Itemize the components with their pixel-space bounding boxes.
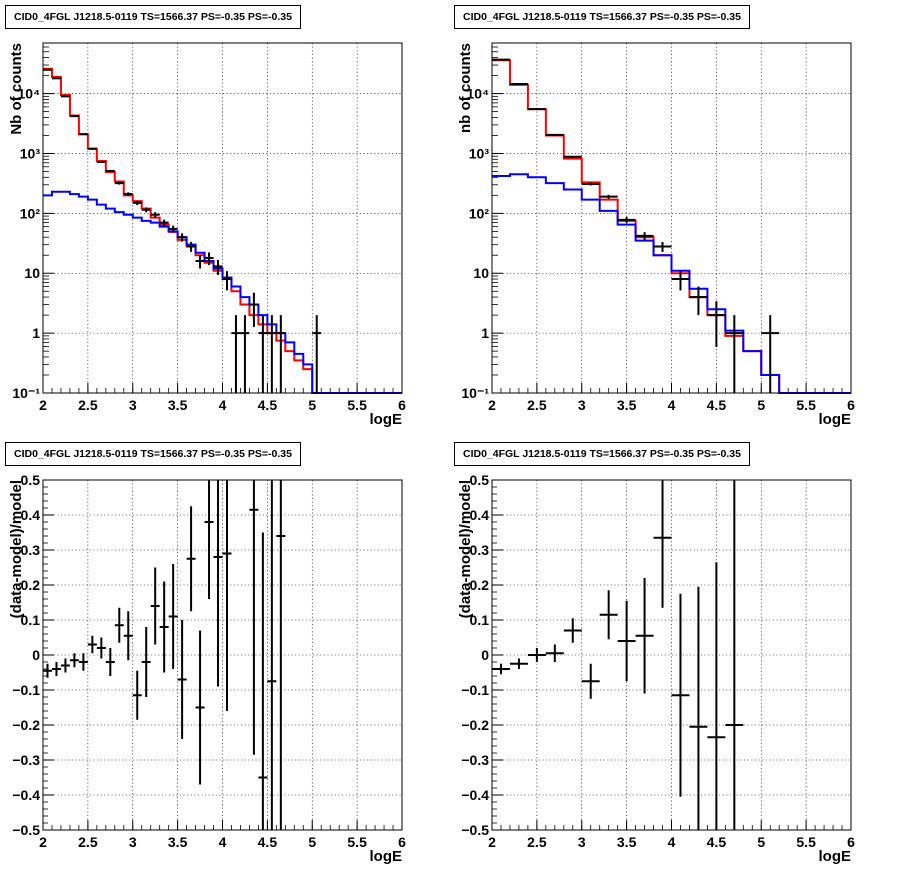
plot-title: CID0_4FGL J1218.5-0119 TS=1566.37 PS=-0.… — [454, 5, 750, 29]
top-right-pad: 2 2.5 3 3.5 4 4.5 5 5.5 6 10⁻¹ 1 10 10² 10³ 10⁴ logE nb … — [449, 0, 898, 437]
y-tick-label: −0.2 — [12, 717, 40, 733]
x-axis-title: logE — [819, 848, 852, 865]
y-tick-label: 0.5 — [21, 472, 41, 488]
x-tick-label: 2.5 — [78, 397, 98, 413]
x-tick-label: 4.5 — [258, 834, 278, 850]
y-tick-label: 10⁻¹ — [461, 385, 489, 401]
plot-frame — [42, 479, 403, 831]
y-tick-label: −0.3 — [12, 752, 40, 768]
x-tick-label: 4.5 — [707, 834, 727, 850]
x-axis-title: logE — [819, 411, 852, 428]
plot-frame — [491, 42, 852, 394]
residual-plot-left: 2 2.5 3 3.5 4 4.5 5 5.5 6 −0.5 −0.4 −0.3 −0.2 −0.1 0 0.… — [8, 472, 406, 865]
x-tick-label: 6 — [847, 397, 855, 413]
x-tick-label: 2 — [488, 397, 496, 413]
y-tick-label: −0.1 — [12, 682, 40, 698]
y-tick-label: 10 — [24, 265, 40, 281]
y-tick-label: 1 — [481, 325, 489, 341]
x-tick-label: 3.5 — [617, 834, 637, 850]
y-axis-title: Nb of counts — [8, 43, 25, 135]
x-axis-title: logE — [370, 411, 403, 428]
model-source-curve — [492, 173, 851, 394]
x-tick-label: 2.5 — [78, 834, 98, 850]
x-tick-label: 4.5 — [258, 397, 278, 413]
x-tick-label: 3 — [578, 397, 586, 413]
x-tick-label: 6 — [847, 834, 855, 850]
model-source-curve — [43, 190, 402, 394]
x-tick-label: 2 — [39, 397, 47, 413]
plot-frame — [42, 42, 403, 394]
y-tick-label: 0.1 — [21, 612, 41, 628]
x-tick-label: 3.5 — [168, 397, 188, 413]
y-tick-label: 10³ — [469, 145, 490, 161]
y-tick-label: 0 — [481, 647, 489, 663]
y-tick-label: 10 — [473, 265, 489, 281]
x-tick-label: 4 — [668, 834, 676, 850]
x-tick-label: 3.5 — [617, 397, 637, 413]
y-axis-title: (data-model)/model — [8, 480, 25, 618]
bottom-left-pad: 2 2.5 3 3.5 4 4.5 5 5.5 6 −0.5 −0.4 −0.3 −0.2 −0.1 0 0.… — [0, 437, 449, 874]
x-tick-label: 3 — [129, 397, 137, 413]
y-tick-label: 10⁴ — [18, 86, 41, 102]
y-tick-label: 1 — [32, 325, 40, 341]
x-tick-label: 5 — [757, 834, 765, 850]
x-tick-label: 5 — [308, 397, 316, 413]
x-tick-label: 3 — [129, 834, 137, 850]
plot-frame — [491, 479, 852, 831]
x-tick-label: 5.5 — [347, 834, 367, 850]
residual-plot-right: 2 2.5 3 3.5 4 4.5 5 5.5 6 −0.5 −0.4 −0.3 −0.2 −0.1 0 0.… — [457, 472, 855, 865]
y-tick-label: 0.5 — [470, 472, 490, 488]
y-tick-label: 10⁴ — [467, 86, 490, 102]
counts-plot-right: 2 2.5 3 3.5 4 4.5 5 5.5 6 10⁻¹ 1 10 10² 10³ 10⁴ logE nb … — [457, 42, 855, 428]
y-tick-label: 0.2 — [21, 577, 41, 593]
y-tick-label: 10² — [469, 205, 490, 221]
y-tick-label: 10³ — [20, 145, 41, 161]
x-tick-label: 3 — [578, 834, 586, 850]
y-tick-label: 0 — [32, 647, 40, 663]
y-axis-title: nb of counts — [457, 43, 474, 133]
plot-title: CID0_4FGL J1218.5-0119 TS=1566.37 PS=-0.… — [5, 5, 301, 29]
x-tick-label: 5 — [308, 834, 316, 850]
x-tick-label: 2 — [488, 834, 496, 850]
x-tick-label: 2 — [39, 834, 47, 850]
x-tick-label: 5.5 — [796, 397, 816, 413]
y-tick-label: 0.4 — [470, 507, 490, 523]
x-tick-label: 6 — [398, 397, 406, 413]
x-tick-label: 5.5 — [796, 834, 816, 850]
plot-title: CID0_4FGL J1218.5-0119 TS=1566.37 PS=-0.… — [454, 442, 750, 466]
y-tick-label: −0.1 — [461, 682, 489, 698]
x-tick-label: 4 — [668, 397, 676, 413]
x-tick-label: 5.5 — [347, 397, 367, 413]
y-tick-label: 10⁻¹ — [12, 385, 40, 401]
y-tick-label: 0.2 — [470, 577, 490, 593]
y-tick-label: 0.3 — [21, 542, 41, 558]
plot-title: CID0_4FGL J1218.5-0119 TS=1566.37 PS=-0.… — [5, 442, 301, 466]
y-axis-title: (data-model)/model — [457, 480, 474, 618]
x-axis-title: logE — [370, 848, 403, 865]
y-tick-label: −0.5 — [12, 822, 40, 838]
y-tick-label: −0.2 — [461, 717, 489, 733]
y-tick-label: 0.1 — [470, 612, 490, 628]
x-tick-label: 4 — [219, 834, 227, 850]
y-tick-label: −0.5 — [461, 822, 489, 838]
x-tick-label: 4 — [219, 397, 227, 413]
y-tick-label: 0.4 — [21, 507, 41, 523]
x-tick-label: 3.5 — [168, 834, 188, 850]
x-tick-label: 5 — [757, 397, 765, 413]
y-tick-label: −0.4 — [461, 787, 489, 803]
x-tick-label: 6 — [398, 834, 406, 850]
bottom-right-pad: 2 2.5 3 3.5 4 4.5 5 5.5 6 −0.5 −0.4 −0.3 −0.2 −0.1 0 0.… — [449, 437, 898, 874]
top-left-pad: 2 2.5 3 3.5 4 4.5 5 5.5 6 10⁻¹ 1 10 10² 10³ 10⁴ logE Nb … — [0, 0, 449, 437]
y-tick-label: −0.3 — [461, 752, 489, 768]
y-tick-label: −0.4 — [12, 787, 40, 803]
x-tick-label: 2.5 — [527, 834, 547, 850]
y-tick-label: 10² — [20, 205, 41, 221]
x-tick-label: 2.5 — [527, 397, 547, 413]
x-tick-label: 4.5 — [707, 397, 727, 413]
y-tick-label: 0.3 — [470, 542, 490, 558]
counts-plot-left: 2 2.5 3 3.5 4 4.5 5 5.5 6 10⁻¹ 1 10 10² 10³ 10⁴ logE Nb … — [8, 42, 406, 428]
